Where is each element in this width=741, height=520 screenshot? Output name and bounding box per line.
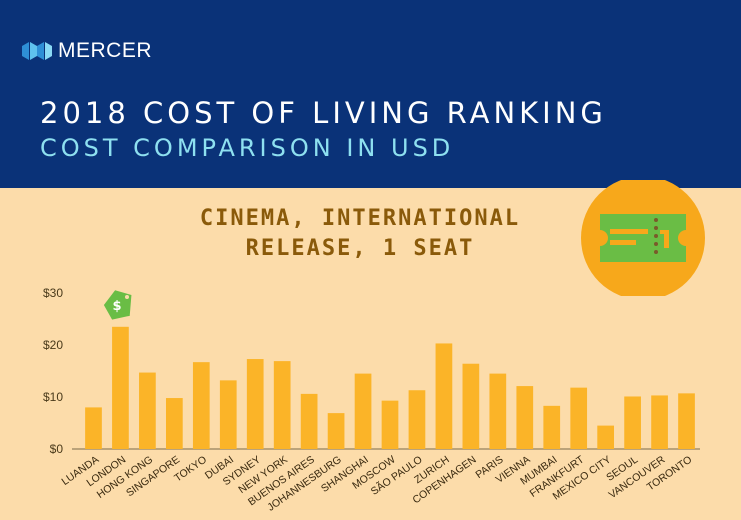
bar-copenhagen bbox=[462, 363, 480, 449]
bar-seoul bbox=[624, 396, 641, 449]
bar-mumbai bbox=[543, 405, 561, 449]
bar-new-york bbox=[273, 361, 291, 449]
bar-frankfurt bbox=[570, 387, 588, 449]
bar-johannesburg bbox=[327, 413, 345, 449]
bar-vienna bbox=[516, 386, 534, 449]
mercer-logo: MERCER bbox=[22, 38, 152, 64]
bar-singapore bbox=[165, 398, 183, 449]
bar-london bbox=[112, 326, 129, 449]
price-tag-icon: $ bbox=[103, 290, 132, 320]
bar-dubai bbox=[219, 380, 237, 449]
y-tick-label: $0 bbox=[50, 442, 64, 456]
bar-zurich bbox=[435, 343, 453, 449]
bar-vancouver bbox=[651, 395, 668, 449]
mercer-logo-icon bbox=[22, 42, 52, 60]
bar-sydney bbox=[246, 359, 264, 449]
bar-shanghai bbox=[354, 373, 372, 449]
y-tick-label: $10 bbox=[43, 390, 63, 404]
bar-tokyo bbox=[192, 362, 210, 449]
bar-hong-kong bbox=[139, 372, 156, 449]
bar-moscow bbox=[381, 400, 399, 449]
ticket-icon bbox=[600, 214, 686, 262]
bar-mexico-city bbox=[597, 425, 615, 449]
ticket-badge bbox=[581, 180, 705, 296]
price-tag-symbol: $ bbox=[112, 299, 121, 314]
bar-luanda bbox=[85, 407, 102, 449]
y-tick-label: $30 bbox=[43, 286, 63, 300]
bar-toronto bbox=[678, 393, 695, 449]
y-tick-label: $20 bbox=[43, 338, 63, 352]
bars bbox=[85, 326, 695, 449]
bar-s-o-paulo bbox=[408, 390, 426, 449]
page-title: 2018 COST OF LIVING RANKING bbox=[40, 96, 607, 130]
header-banner: MERCER 2018 COST OF LIVING RANKING COST … bbox=[0, 0, 741, 188]
chart-title: CINEMA, INTERNATIONAL RELEASE, 1 SEAT bbox=[199, 206, 521, 261]
bar-buenos-aires bbox=[300, 393, 318, 449]
logo-text: MERCER bbox=[58, 39, 153, 62]
page-subtitle: COST COMPARISON IN USD bbox=[40, 134, 455, 162]
bar-paris bbox=[489, 373, 507, 449]
